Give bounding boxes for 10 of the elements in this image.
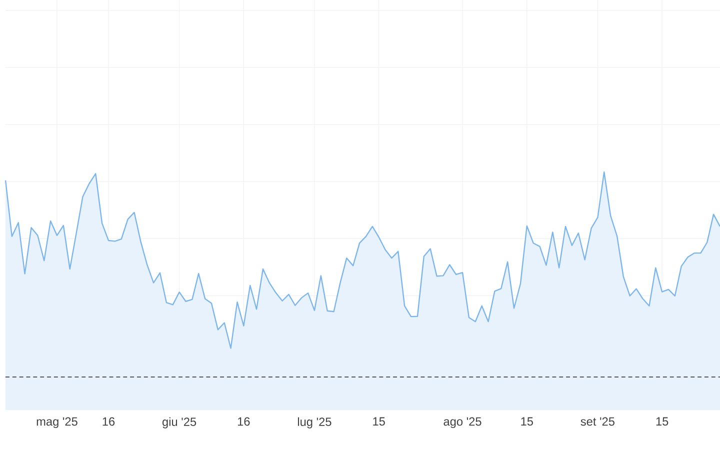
x-tick-label: 16: [238, 417, 250, 426]
x-tick-label: 15: [656, 417, 668, 426]
x-tick-label: ago '25: [444, 417, 482, 428]
x-tick-label: set '25: [580, 417, 614, 426]
x-tick-label: 15: [521, 417, 533, 426]
x-tick-label: 16: [102, 417, 115, 426]
x-tick-label: 15: [373, 417, 385, 426]
x-tick-label: mag '25: [36, 417, 78, 428]
x-tick-label: lug '25: [298, 417, 332, 428]
x-tick-label: giu '25: [162, 417, 196, 428]
